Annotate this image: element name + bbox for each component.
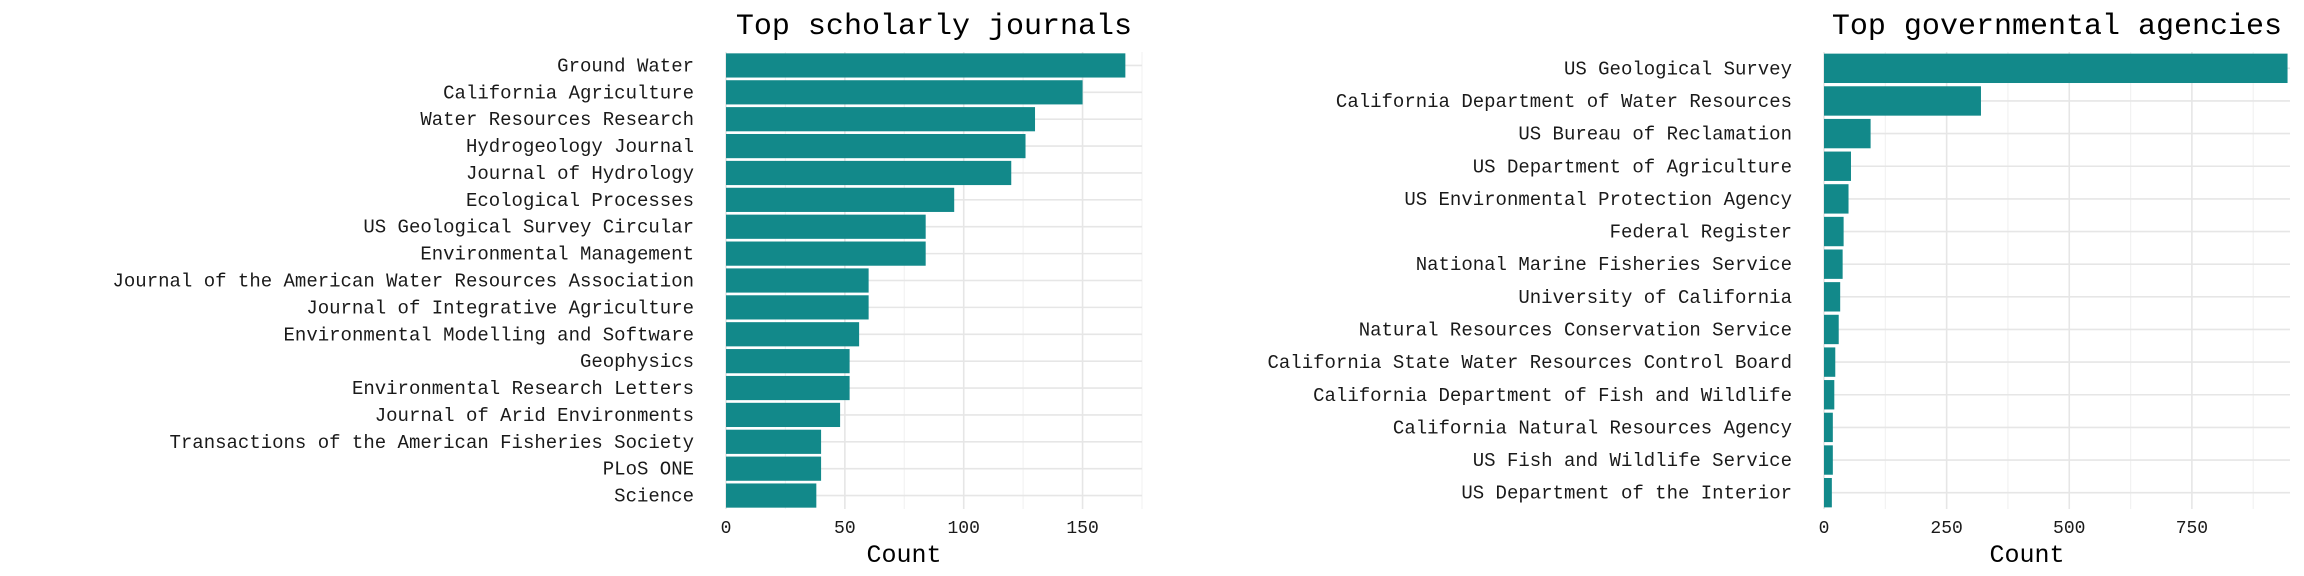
chart-panel-1: Ground Water California Agriculture Water …	[113, 10, 1143, 570]
x-tick-label: 50	[834, 519, 856, 539]
category-label: Ecological Processes	[466, 190, 694, 212]
category-label: Journal of Integrative Agriculture	[306, 297, 694, 319]
category-label: Journal of Arid Environments	[375, 405, 694, 427]
category-label: California State Water Resources Control…	[1268, 352, 1793, 374]
category-label: Transactions of the American Fisheries S…	[170, 432, 695, 454]
bar-2	[726, 80, 1083, 105]
x-tick-label: 0	[1819, 519, 1830, 539]
bar-3	[1824, 118, 1871, 149]
category-label: US Bureau of Reclamation	[1518, 124, 1792, 146]
category-label: Journal of Hydrology	[466, 163, 694, 185]
category-label: National Marine Fisheries Service	[1416, 254, 1792, 276]
bar-6	[726, 187, 955, 212]
bar-1	[1824, 53, 2288, 84]
bar-13	[726, 375, 850, 401]
category-label: Geophysics	[580, 351, 694, 373]
bar-7	[726, 214, 926, 239]
bar-8	[1824, 282, 1841, 312]
x-tick-label: 150	[1066, 519, 1098, 539]
category-label: Water Resources Research	[420, 109, 694, 131]
bar-3	[726, 107, 1036, 132]
bar-7	[1824, 249, 1843, 279]
bar-6	[1824, 216, 1844, 247]
bar-17	[726, 483, 817, 508]
category-label: Journal of the American Water Resources …	[113, 271, 695, 293]
x-axis-label: Count	[866, 541, 941, 570]
bar-1	[726, 53, 1126, 78]
chart-title: Top governmental agencies	[1832, 10, 2282, 44]
x-tick-label: 100	[948, 519, 980, 539]
bar-11	[726, 322, 860, 347]
bar-9	[1824, 314, 1839, 345]
chart-panel-2: US Geological Survey California Departmen…	[1268, 10, 2290, 570]
bar-8	[726, 241, 926, 266]
category-label: Federal Register	[1610, 222, 1792, 244]
category-label: Natural Resources Conservation Service	[1359, 319, 1792, 341]
category-label: PLoS ONE	[603, 459, 694, 481]
x-tick-label: 0	[721, 519, 732, 539]
bar-11	[1824, 380, 1835, 410]
category-label: Environmental Research Letters	[352, 378, 694, 400]
chart-title: Top scholarly journals	[736, 10, 1132, 44]
bar-10	[1824, 347, 1836, 377]
category-label: US Fish and Wildlife Service	[1473, 450, 1792, 472]
bar-14	[726, 402, 841, 428]
x-tick-label: 750	[2176, 519, 2208, 539]
x-tick-label: 500	[2053, 519, 2085, 539]
x-axis-label: Count	[1989, 541, 2064, 570]
x-tick-label: 250	[1930, 519, 1962, 539]
bar-2	[1824, 86, 1981, 116]
bar-12	[726, 349, 850, 374]
category-label: Environmental Management	[420, 244, 694, 266]
category-label: US Environmental Protection Agency	[1404, 189, 1792, 211]
category-label: University of California	[1518, 287, 1792, 309]
category-label: California Department of Water Resources	[1336, 91, 1792, 113]
category-label: Environmental Modelling and Software	[284, 324, 694, 346]
bar-4	[726, 133, 1026, 159]
category-label: California Agriculture	[443, 82, 694, 104]
category-label: California Department of Fish and Wildli…	[1313, 385, 1792, 407]
bar-5	[1824, 184, 1849, 214]
bar-9	[726, 268, 869, 293]
bar-5	[726, 160, 1012, 186]
category-label: Ground Water	[557, 55, 694, 77]
category-label: US Geological Survey Circular	[363, 217, 694, 239]
bar-12	[1824, 412, 1833, 443]
bar-16	[726, 456, 822, 481]
category-label: US Department of Agriculture	[1473, 156, 1792, 178]
bar-14	[1824, 477, 1832, 508]
bar-10	[726, 295, 869, 320]
category-label: Science	[614, 486, 694, 508]
category-label: California Natural Resources Agency	[1393, 417, 1792, 439]
category-label: US Department of the Interior	[1461, 483, 1792, 505]
bar-15	[726, 429, 822, 454]
category-label: Hydrogeology Journal	[466, 136, 694, 158]
bar-13	[1824, 445, 1833, 475]
bar-4	[1824, 151, 1851, 181]
category-label: US Geological Survey	[1564, 58, 1792, 80]
